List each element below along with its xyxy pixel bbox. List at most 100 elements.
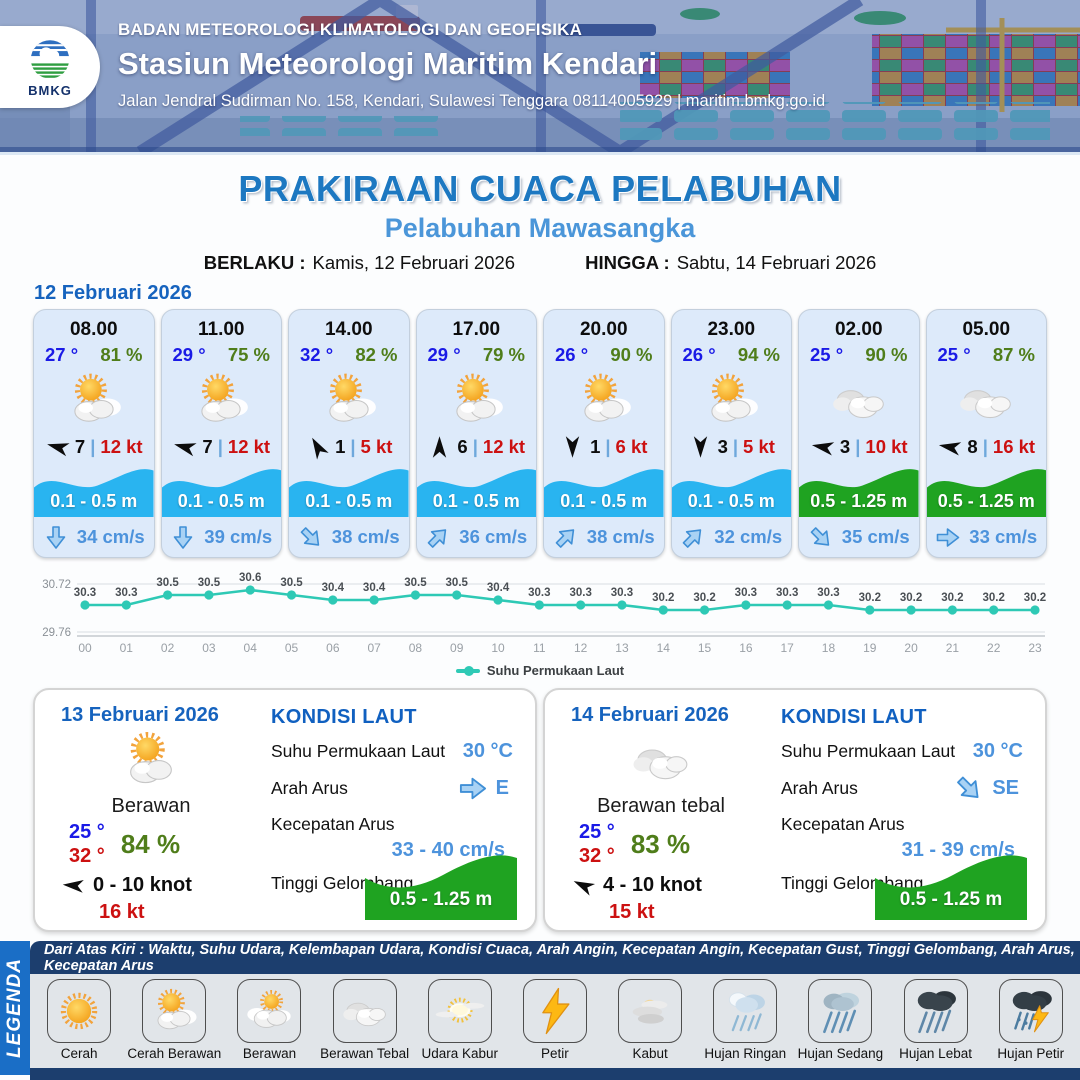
sst-row: Suhu Permukaan Laut 30 °C [781,740,1029,763]
wind-divider: | [732,436,739,458]
forecast-card: 08.00 27 ° 81 % 7 | 12 kt 0.1 - 0.5 [33,309,155,558]
current-direction-value-group: E [458,774,519,803]
current-direction-label: Arah Arus [271,778,348,798]
forecast-card: 20.00 26 ° 90 % 1 | 6 kt 0.1 - 0.5 m [543,309,665,558]
humidity-value: 81 % [100,344,143,365]
legend-item-label: Hujan Sedang [797,1046,884,1061]
bmkg-logo-icon [30,39,70,78]
current-direction-arrow-icon [171,524,196,550]
chart-legend-label: Suhu Permukaan Laut [486,663,625,678]
day-gust-value: 16 kt [99,901,145,923]
forecast-card: 02.00 25 ° 90 % 3 | 10 kt 0.5 - 1.25 [798,309,920,558]
legend-icon-box [808,979,873,1043]
svg-text:21: 21 [946,641,960,655]
legend-icon-box [332,979,397,1043]
legend-item: Berawan Tebal [319,979,411,1061]
svg-text:30.72: 30.72 [42,579,71,591]
bmkg-logo-text: BMKG [28,82,72,98]
temperature-value: 26 ° [555,344,589,365]
day-wind-range: 0 - 10 knot [93,874,192,896]
svg-text:10: 10 [491,641,505,655]
current-direction-row: Arah Arus E [271,774,519,803]
wind-speed-value: 3 [717,436,728,458]
forecast-time: 08.00 [69,319,118,340]
legend-item: Cerah [33,979,125,1061]
forecast-card: 11.00 29 ° 75 % 7 | 12 kt 0.1 - 0.5 [160,309,282,558]
day-summary-card: 14 Februari 2026 Berawan tebal 25 ° 32 °… [543,688,1047,932]
day-condition-label: Berawan tebal [597,795,725,817]
current-row: 36 cm/s [417,517,537,557]
day-weather-summary: 14 Februari 2026 Berawan tebal 25 ° 32 °… [557,700,765,923]
wind-gust-value: 6 kt [615,436,648,458]
weather-condition-icon [162,366,282,434]
svg-text:14: 14 [657,641,671,655]
svg-text:17: 17 [780,641,794,655]
temperature-value: 25 ° [810,344,844,365]
svg-text:30.2: 30.2 [941,592,963,604]
legend-icon-box [713,979,778,1043]
legend-item: Udara Kabur [414,979,506,1061]
wind-row: 3 | 5 kt [672,434,792,460]
wind-direction-arrow-icon [303,431,333,463]
svg-text:19: 19 [863,641,877,655]
day-temp-humidity: 25 ° 32 ° 84 % [69,820,255,868]
svg-text:30.3: 30.3 [528,587,550,599]
day-wind-row: 0 - 10 knot [61,874,255,897]
current-direction-value: SE [992,777,1019,799]
svg-text:18: 18 [822,641,836,655]
forecast-time: 02.00 [834,319,883,340]
legend-section: LEGENDA Dari Atas Kiri : Waktu, Suhu Uda… [0,941,1080,1080]
wind-direction-arrow-icon [690,435,710,460]
page-title: PRAKIRAAN CUACA PELABUHAN [238,168,842,209]
day-temp-max: 32 ° [579,845,615,867]
weather-condition-icon [927,366,1047,434]
legend-item: Hujan Lebat [890,979,982,1061]
current-direction-arrow-icon [935,525,961,550]
legend-weather-icon [148,985,200,1037]
legend-item: Hujan Sedang [794,979,886,1061]
legend-item-label: Hujan Petir [997,1046,1065,1061]
legend-item: Cerah Berawan [127,979,221,1061]
wind-speed-value: 7 [74,436,86,458]
wind-direction-arrow-icon [43,434,72,460]
svg-text:29.76: 29.76 [42,627,71,639]
humidity-value: 82 % [355,344,398,365]
day-gust-value: 15 kt [609,901,655,923]
valid-from-label: BERLAKU : [203,252,306,273]
current-speed-row: Kecepatan Arus [271,814,519,835]
legend-weather-icon [243,985,295,1037]
svg-text:30.5: 30.5 [156,577,179,589]
svg-text:15: 15 [698,641,712,655]
day-temp-humidity: 25 ° 32 ° 83 % [579,820,765,868]
day-humidity: 83 % [630,828,691,859]
wave-height-value: 0.1 - 0.5 m [432,491,520,512]
wind-speed-value: 1 [590,436,601,458]
wave-height-band: 0.5 - 1.25 m [799,461,919,518]
wave-shape [671,468,791,518]
wind-divider: | [472,436,478,458]
legend-icon-box [142,979,207,1043]
valid-until-value: Sabtu, 14 Februari 2026 [676,252,877,273]
wave-height-value: 0.1 - 0.5 m [687,491,775,512]
wave-height-band: 0.5 - 1.25 m [926,461,1046,518]
weather-condition-icon [544,366,664,434]
temp-humidity-row: 29 ° 79 % [417,344,537,366]
legend-icon-box [237,979,302,1043]
forecast-card: 17.00 29 ° 79 % 6 | 12 kt 0.1 - 0.5 [415,309,537,558]
humidity-value: 94 % [737,344,780,365]
current-speed-value: 33 - 40 cm/s [391,839,505,861]
wind-gust-value: 10 kt [865,436,908,458]
current-speed-value: 34 cm/s [76,526,145,548]
header: BMKG BADAN METEOROLOGI KLIMATOLOGI DAN G… [0,0,1080,155]
sea-panel-title: KONDISI LAUT [271,706,417,728]
legend-item-label: Hujan Ringan [704,1046,787,1061]
svg-text:30.5: 30.5 [280,577,303,589]
valid-until: HINGGA : Sabtu, 14 Februari 2026 [585,252,876,274]
svg-text:01: 01 [120,641,134,655]
wind-direction-arrow-icon [430,435,450,460]
weather-condition-icon [289,366,409,434]
temp-humidity-row: 25 ° 90 % [799,344,919,366]
svg-text:00: 00 [78,641,92,655]
wave-shape [799,468,919,518]
day-temp-max: 32 ° [69,845,105,867]
